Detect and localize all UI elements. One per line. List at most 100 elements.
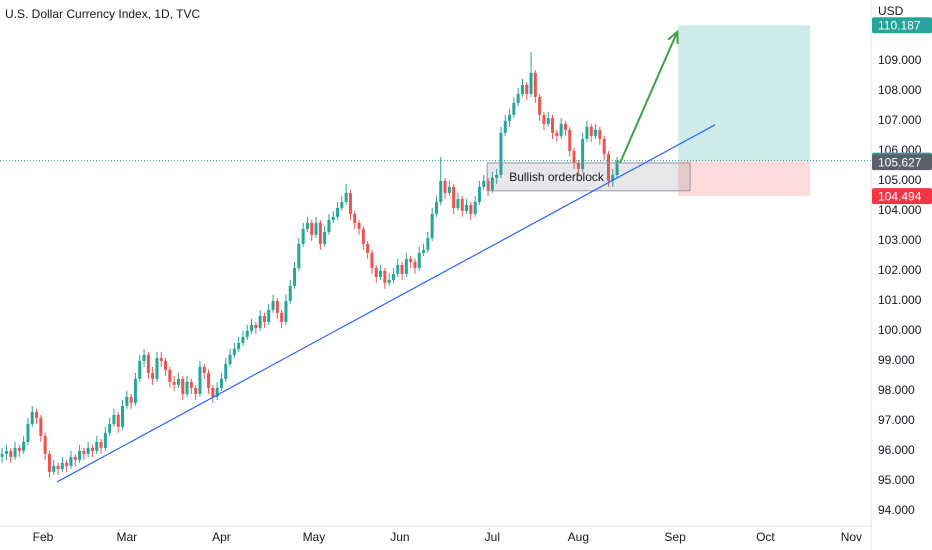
candle-body bbox=[379, 270, 383, 277]
candle-body bbox=[439, 180, 443, 202]
candle-body bbox=[318, 222, 322, 244]
candle-body bbox=[516, 93, 520, 103]
candle-body bbox=[224, 363, 228, 379]
candle-body bbox=[387, 279, 391, 283]
candle-body bbox=[594, 129, 598, 136]
candle-body bbox=[529, 72, 533, 94]
candle-body bbox=[297, 243, 301, 268]
candle-body bbox=[331, 216, 335, 220]
price-tag-label: 105.627 bbox=[878, 155, 922, 169]
candle-body bbox=[250, 324, 254, 331]
candle-body bbox=[189, 381, 193, 388]
candle-body bbox=[99, 441, 103, 448]
candle-body bbox=[258, 315, 262, 328]
candle-body bbox=[172, 381, 176, 385]
candle-body bbox=[310, 222, 314, 235]
x-tick-label: Jul bbox=[485, 530, 500, 544]
candle-body bbox=[280, 312, 284, 322]
candle-body bbox=[508, 114, 512, 121]
candle-body bbox=[585, 126, 589, 139]
candle-body bbox=[60, 462, 64, 469]
candle-body bbox=[78, 450, 82, 460]
candle-body bbox=[103, 432, 107, 448]
candle-body bbox=[129, 396, 133, 403]
candle-body bbox=[4, 450, 8, 454]
candle-body bbox=[267, 309, 271, 322]
candle-body bbox=[456, 198, 460, 208]
candle-body bbox=[563, 123, 567, 130]
x-tick-label: May bbox=[303, 530, 326, 544]
price-tag bbox=[872, 17, 932, 34]
candle-body bbox=[262, 315, 266, 322]
candle-body bbox=[95, 441, 99, 451]
candle-body bbox=[426, 237, 430, 250]
candle-body bbox=[606, 153, 610, 181]
candle-body bbox=[39, 417, 43, 436]
candle-body bbox=[598, 129, 602, 139]
candle-body bbox=[348, 192, 352, 214]
candle-body bbox=[589, 126, 593, 136]
candle-body bbox=[164, 360, 168, 370]
candle-body bbox=[138, 360, 142, 379]
candle-body bbox=[512, 102, 516, 115]
candle-body bbox=[181, 378, 185, 394]
candle-body bbox=[116, 414, 120, 427]
candle-body bbox=[254, 324, 258, 328]
candle-body bbox=[207, 372, 211, 388]
chart-title: U.S. Dollar Currency Index, 1D, TVC bbox=[5, 7, 201, 21]
price-tag-label: 104.494 bbox=[878, 189, 922, 203]
candle-body bbox=[9, 450, 13, 457]
candle-body bbox=[108, 423, 112, 433]
y-tick-label: 97.000 bbox=[878, 413, 915, 427]
candle-body bbox=[391, 273, 395, 280]
price-tag bbox=[872, 188, 932, 205]
target-zone bbox=[678, 25, 811, 161]
candle-body bbox=[22, 441, 26, 451]
candle-body bbox=[361, 228, 365, 244]
price-tag-label: 110.187 bbox=[878, 18, 921, 32]
candle-body bbox=[576, 162, 580, 169]
y-tick-label: 94.000 bbox=[878, 503, 915, 517]
candle-body bbox=[374, 267, 378, 277]
candle-body bbox=[546, 117, 550, 124]
candle-body bbox=[133, 378, 137, 403]
candle-body bbox=[323, 231, 327, 244]
candle-body bbox=[344, 192, 348, 202]
candle-body bbox=[65, 462, 69, 466]
candle-body bbox=[538, 96, 542, 115]
candle-body bbox=[533, 72, 537, 97]
candle-body bbox=[142, 354, 146, 361]
x-tick-label: Feb bbox=[33, 530, 54, 544]
candle-body bbox=[572, 150, 576, 163]
candle-body bbox=[73, 456, 77, 460]
candle-body bbox=[499, 132, 503, 175]
candle-body bbox=[465, 204, 469, 211]
candle-body bbox=[443, 180, 447, 193]
candle-body bbox=[340, 201, 344, 208]
y-tick-label: 99.000 bbox=[878, 353, 915, 367]
candle-body bbox=[447, 186, 451, 193]
trendline bbox=[56, 124, 716, 483]
y-tick-label: 108.000 bbox=[878, 83, 922, 97]
y-tick-label: 105.000 bbox=[878, 173, 922, 187]
candle-body bbox=[112, 414, 116, 424]
y-tick-label: 102.000 bbox=[878, 263, 922, 277]
candle-body bbox=[90, 447, 94, 451]
candle-body bbox=[47, 453, 51, 472]
candle-body bbox=[581, 138, 585, 169]
candle-body bbox=[417, 252, 421, 268]
candle-body bbox=[194, 387, 198, 394]
candle-body bbox=[228, 354, 232, 364]
candle-body bbox=[486, 180, 490, 190]
candle-body bbox=[404, 258, 408, 274]
candle-body bbox=[35, 411, 39, 418]
candle-body bbox=[121, 405, 125, 427]
x-tick-label: Nov bbox=[841, 530, 862, 544]
x-tick-label: Mar bbox=[117, 530, 138, 544]
candle-body bbox=[400, 264, 404, 274]
candle-body bbox=[357, 222, 361, 229]
candle-body bbox=[293, 267, 297, 286]
candle-body bbox=[176, 378, 180, 385]
y-tick-label: 100.000 bbox=[878, 323, 922, 337]
